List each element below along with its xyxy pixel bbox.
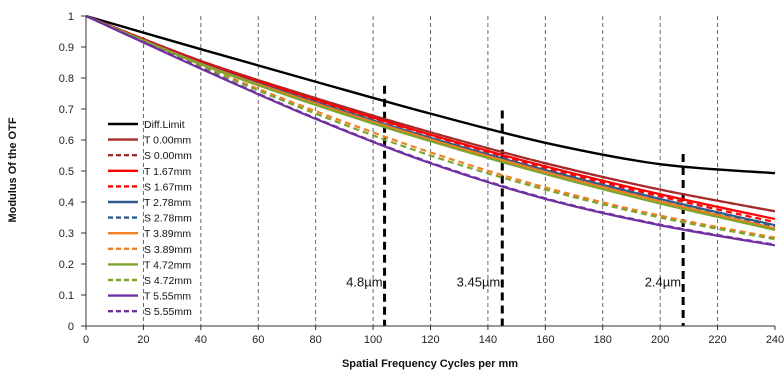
y-tick-label: 0.2 bbox=[59, 259, 74, 271]
legend-label: S 5.55mm bbox=[144, 306, 192, 318]
series-line-diff-limit bbox=[85, 14, 776, 175]
x-tick-label: 20 bbox=[137, 334, 149, 346]
legend-label: S 0.00mm bbox=[144, 150, 192, 162]
y-tick-label: 0.6 bbox=[59, 135, 74, 147]
legend-label: S 1.67mm bbox=[144, 181, 192, 193]
x-tick-label: 80 bbox=[310, 334, 322, 346]
legend-label: T 2.78mm bbox=[144, 197, 191, 209]
pixel-size-label: 2.4µm bbox=[645, 275, 681, 290]
y-tick-label: 0.8 bbox=[59, 73, 74, 85]
legend-label: Diff.Limit bbox=[144, 119, 185, 131]
legend-label: T 3.89mm bbox=[144, 228, 191, 240]
x-tick-label: 160 bbox=[536, 334, 554, 346]
y-tick-label: 0.9 bbox=[59, 42, 74, 54]
x-tick-label: 0 bbox=[83, 334, 89, 346]
axes bbox=[81, 15, 776, 330]
x-axis-title: Spatial Frequency Cycles per mm bbox=[342, 358, 518, 370]
x-tick-label: 140 bbox=[479, 334, 497, 346]
x-tick-label: 240 bbox=[766, 334, 784, 346]
x-tick-label: 120 bbox=[421, 334, 439, 346]
y-tick-label: 0.3 bbox=[59, 228, 74, 240]
x-tick-label: 60 bbox=[252, 334, 264, 346]
annotation-lines bbox=[383, 85, 685, 326]
legend: Diff.Limit T 0.00mm S 0.00mm T 1.67mm S 1.67… bbox=[108, 119, 192, 318]
y-tick-label: 0.1 bbox=[59, 290, 74, 302]
legend-label: S 4.72mm bbox=[144, 275, 192, 287]
y-tick-label: 0.4 bbox=[59, 197, 74, 209]
pixel-size-label: 3.45µm bbox=[457, 275, 501, 290]
x-tick-label: 40 bbox=[195, 334, 207, 346]
x-tick-label: 200 bbox=[651, 334, 669, 346]
y-tick-label: 1 bbox=[68, 11, 74, 23]
legend-label: S 3.89mm bbox=[144, 244, 192, 256]
legend-label: T 0.00mm bbox=[144, 135, 191, 147]
x-tick-label: 180 bbox=[594, 334, 612, 346]
series-lines bbox=[85, 14, 776, 247]
pixel-size-label: 4.8µm bbox=[346, 275, 382, 290]
series-line-s-4-72mm bbox=[85, 14, 776, 241]
tick-labels: 0 0.1 0.2 0.3 0.4 0.5 0.6 0.7 0.8 0.9 1 0 20 40 60 80 10… bbox=[59, 11, 784, 346]
legend-label: S 2.78mm bbox=[144, 213, 192, 225]
series-line-t-4-72mm bbox=[85, 14, 776, 231]
x-tick-label: 220 bbox=[708, 334, 726, 346]
series-line-s-5-55mm bbox=[85, 14, 776, 246]
y-tick-label: 0.5 bbox=[59, 166, 74, 178]
y-tick-label: 0.7 bbox=[59, 104, 74, 116]
legend-label: T 4.72mm bbox=[144, 259, 191, 271]
legend-label: T 5.55mm bbox=[144, 291, 191, 303]
annotation-labels: 4.8µm 3.45µm 2.4µm bbox=[346, 275, 681, 290]
y-axis-title: Modulus Of the OTF bbox=[7, 117, 19, 222]
grid-lines bbox=[142, 16, 719, 326]
x-tick-label: 100 bbox=[364, 334, 382, 346]
legend-label: T 1.67mm bbox=[144, 166, 191, 178]
y-tick-label: 0 bbox=[68, 321, 74, 333]
